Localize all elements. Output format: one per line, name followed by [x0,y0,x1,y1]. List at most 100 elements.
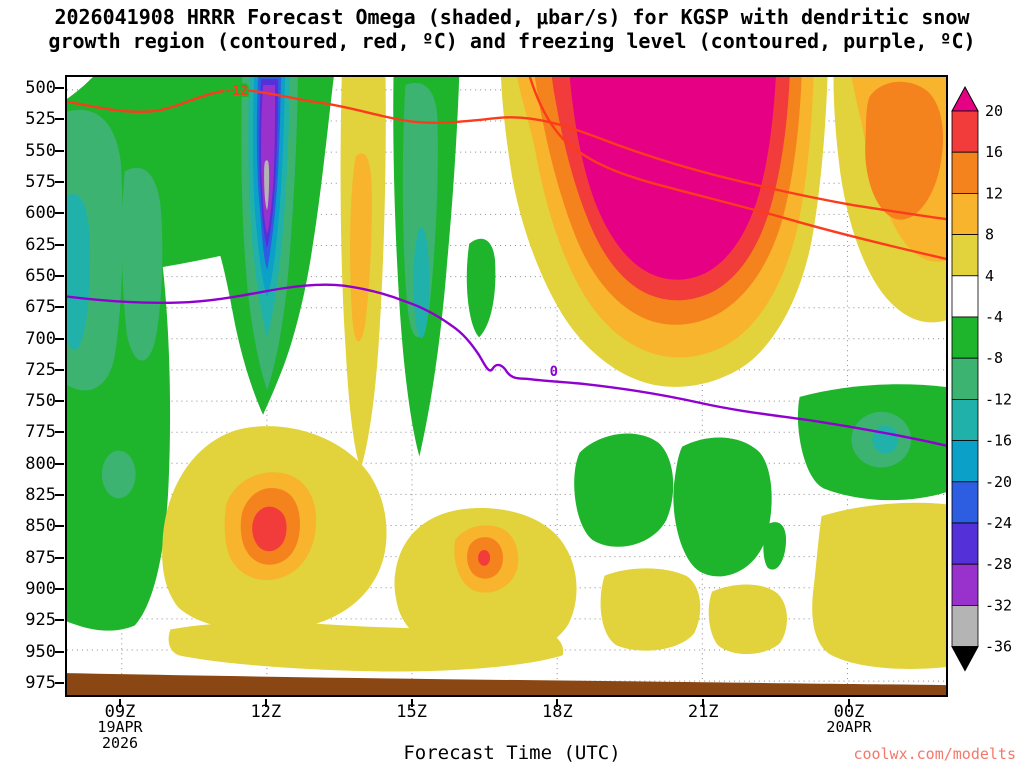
omega-region [264,160,270,211]
colorbar-label: -32 [985,596,1012,614]
y-tick-mark [55,306,64,309]
omega-region [101,450,136,499]
plot-area: -12 0 [65,75,948,697]
x-tick-label: 00Z [833,702,865,722]
colorbar: 20 16 12 8 4 -4 -8 -12 -16 -20 -24 -28 -32 -36 [951,85,1012,672]
y-tick-mark [55,681,64,684]
colorbar-segment [951,275,979,318]
omega-region [413,227,430,339]
omega-region [812,502,946,669]
dendritic-contour-lower [528,77,946,261]
x-tick-mark [848,699,850,707]
x-tick-mark [264,699,267,707]
colorbar-segment [951,398,979,441]
x-tick-mark [556,699,559,707]
y-tick-mark [55,588,64,591]
y-tick-mark [55,212,64,215]
y-tick-mark [55,462,64,465]
y-tick-label: 700 [25,328,56,349]
y-tick-label: 900 [25,579,56,600]
y-tick-mark [55,118,64,121]
colorbar-segment [951,440,979,483]
colorbar-label: -28 [985,555,1012,573]
colorbar-segment [951,563,979,606]
colorbar-label: -20 [985,473,1012,491]
date-label-end-month: 20APR [826,718,872,736]
date-label-start-month: 19APR [97,718,143,736]
y-tick-mark [55,149,64,152]
colorbar-label: -4 [985,308,1003,326]
x-tick-label: 12Z [250,702,282,722]
date-label-start-year: 2026 [101,734,139,752]
y-tick-mark [55,525,64,528]
y-tick-mark [55,431,64,434]
y-tick-label: 875 [25,547,56,568]
y-tick-label: 550 [25,140,56,161]
omega-region [466,238,496,338]
omega-region [121,167,163,361]
omega-region [252,506,287,552]
y-tick-label: 725 [25,359,56,380]
chart-title-line1: 2026041908 HRRR Forecast Omega (shaded, … [54,5,970,29]
y-tick-label: 800 [25,453,56,474]
y-tick-label: 775 [25,422,56,443]
dendritic-contour-label: -12 [225,84,248,99]
y-tick-mark [55,368,64,371]
colorbar-label: -36 [985,638,1012,656]
colorbar-arrow-top [951,85,979,112]
y-tick-label: 625 [25,234,56,255]
y-tick-label: 525 [25,109,56,130]
omega-region [763,522,787,570]
omega-cross-section: -12 0 [67,77,946,695]
y-tick-label: 675 [25,297,56,318]
omega-region [67,194,91,351]
y-tick-mark [55,619,64,622]
x-tick-label: 09Z [104,702,136,722]
colorbar-label: 8 [985,226,994,244]
colorbar-label: 12 [985,184,1003,202]
omega-region [478,549,491,566]
colorbar-label: 4 [985,267,994,285]
y-tick-label: 500 [25,78,56,98]
y-tick-mark [55,556,64,559]
colorbar-label: -8 [985,349,1003,367]
freezing-level-contour-label: 0 [550,364,558,380]
watermark-url: coolwx.com/modelts [853,745,1016,763]
terrain-profile [67,673,946,695]
dendritic-contour-upper [67,88,946,221]
x-tick-label: 21Z [687,702,719,722]
colorbar-segment [951,481,979,524]
y-tick-mark [55,180,64,183]
x-tick-label: 15Z [396,702,427,722]
y-tick-mark [55,337,64,340]
y-tick-label: 600 [25,203,56,224]
colorbar-segment [951,110,979,153]
x-tick-mark [119,699,121,707]
colorbar-segment [951,522,979,565]
colorbar-segment [951,605,979,648]
omega-region [865,81,944,220]
y-tick-mark [55,87,64,89]
y-tick-label: 750 [25,391,56,412]
colorbar-segment [951,234,979,277]
colorbar-segment [951,193,979,236]
colorbar-label: -24 [985,514,1012,532]
y-tick-label: 825 [25,485,56,506]
colorbar-label: -12 [985,390,1012,408]
omega-region [600,568,701,651]
y-tick-label: 975 [25,672,56,693]
y-tick-label: 925 [25,610,56,631]
y-tick-mark [55,400,64,403]
colorbar-label: 16 [985,143,1003,161]
x-tick-mark [702,699,705,707]
omega-region [673,437,772,577]
x-tick-label: 18Z [542,702,573,722]
y-tick-label: 950 [25,641,56,662]
colorbar-segment [951,357,979,400]
omega-region [708,584,787,655]
chart-title-line2: growth region (contoured, red, ºC) and f… [48,29,976,53]
omega-region [872,425,899,454]
y-tick-label: 850 [25,516,56,537]
x-tick-mark [410,699,413,707]
